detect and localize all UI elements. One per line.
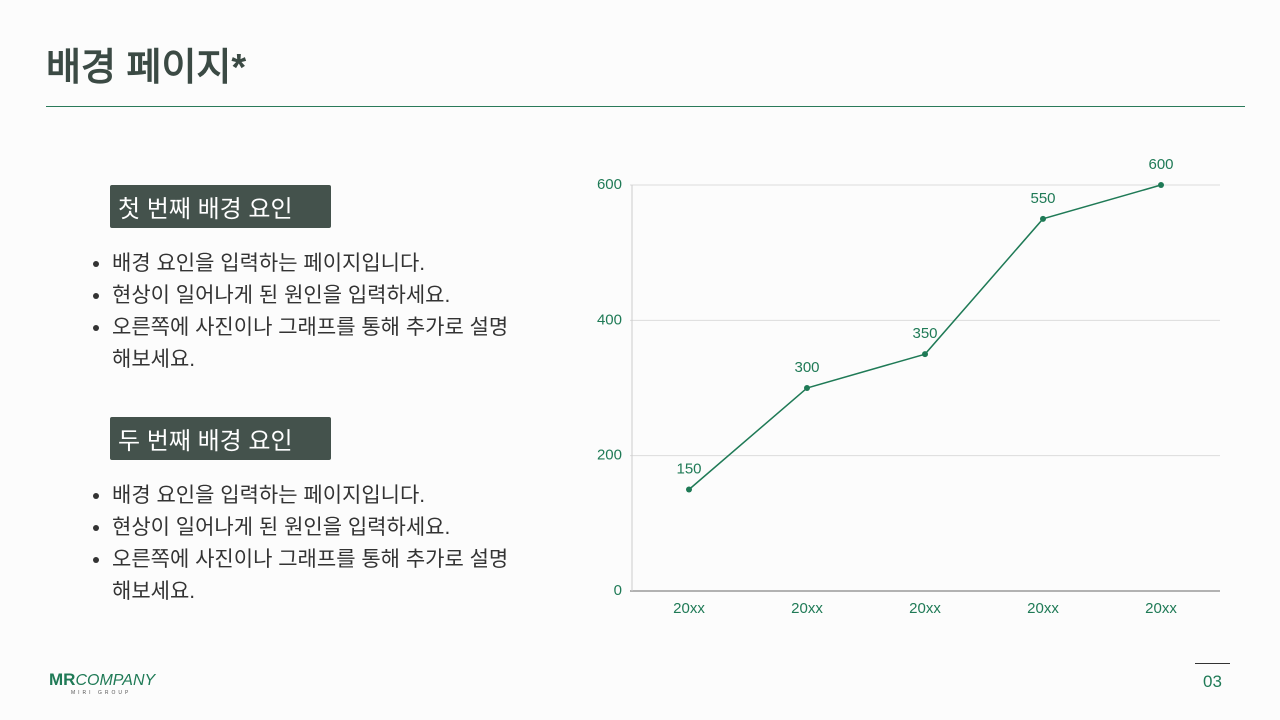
x-tick-label: 20xx bbox=[791, 600, 823, 617]
data-label: 300 bbox=[794, 359, 819, 376]
point bbox=[686, 486, 692, 493]
bullet: 배경 요인을 입력하는 페이지입니다. bbox=[112, 480, 512, 512]
y-tick-label: 0 bbox=[614, 582, 622, 599]
page-number: 03 bbox=[1195, 663, 1230, 692]
bullet-list: 배경 요인을 입력하는 페이지입니다. 현상이 일어나게 된 원인을 입력하세요… bbox=[86, 248, 512, 376]
logo-mark: MR bbox=[49, 670, 76, 689]
point bbox=[1158, 182, 1164, 188]
x-tick-label: 20xx bbox=[1027, 600, 1059, 617]
section-heading: 두 번째 배경 요인 bbox=[110, 417, 331, 460]
bullet: 현상이 일어나게 된 원인을 입력하세요. bbox=[112, 512, 512, 544]
x-tick-label: 20xx bbox=[909, 600, 941, 617]
y-tick-label: 600 bbox=[597, 176, 622, 193]
y-tick-label: 200 bbox=[597, 447, 622, 464]
title-rule bbox=[46, 106, 1245, 107]
page-title: 배경 페이지* bbox=[46, 47, 247, 89]
point bbox=[1040, 215, 1046, 222]
data-label: 150 bbox=[676, 460, 701, 477]
section-heading: 첫 번째 배경 요인 bbox=[110, 185, 331, 228]
x-tick-label: 20xx bbox=[1145, 600, 1177, 617]
logo: MRCOMPANY MIRI GROUP bbox=[49, 670, 155, 696]
logo-tagline: MIRI GROUP bbox=[71, 690, 132, 696]
data-label: 550 bbox=[1030, 190, 1055, 207]
x-tick-label: 20xx bbox=[673, 600, 705, 617]
bullet: 현상이 일어나게 된 원인을 입력하세요. bbox=[112, 280, 512, 312]
data-label: 600 bbox=[1148, 156, 1173, 173]
point bbox=[922, 351, 928, 358]
section: 첫 번째 배경 요인 배경 요인을 입력하는 페이지입니다. 현상이 일어나게 … bbox=[86, 185, 526, 376]
logo-name: COMPANY bbox=[75, 672, 156, 689]
section: 두 번째 배경 요인 배경 요인을 입력하는 페이지입니다. 현상이 일어나게 … bbox=[86, 417, 526, 608]
y-tick-label: 400 bbox=[597, 311, 622, 328]
bullet: 배경 요인을 입력하는 페이지입니다. bbox=[112, 248, 512, 280]
bullet-list: 배경 요인을 입력하는 페이지입니다. 현상이 일어나게 된 원인을 입력하세요… bbox=[86, 480, 512, 608]
data-label: 350 bbox=[912, 325, 937, 342]
point bbox=[804, 385, 810, 391]
bullet: 오른쪽에 사진이나 그래프를 통해 추가로 설명해보세요. bbox=[112, 312, 512, 376]
bullet: 오른쪽에 사진이나 그래프를 통해 추가로 설명해보세요. bbox=[112, 544, 512, 608]
